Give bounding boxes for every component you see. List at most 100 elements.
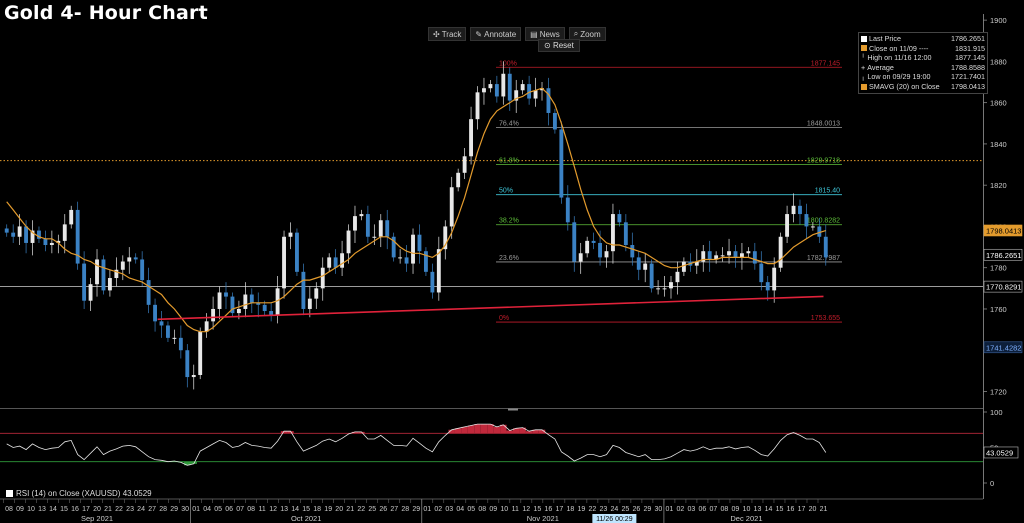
candle-up: [378, 220, 383, 237]
x-day-label: 01: [192, 506, 200, 513]
candle-up: [204, 321, 209, 332]
candle-down: [230, 296, 235, 314]
track-button[interactable]: ✣ Track: [428, 27, 467, 41]
x-day-label: 29: [643, 506, 651, 513]
x-day-label: 07: [236, 506, 244, 513]
x-day-label: 06: [225, 506, 233, 513]
candle-down: [572, 222, 577, 262]
rsi-value-tag: [983, 446, 1019, 459]
candle-up: [191, 374, 196, 378]
candle-up: [701, 251, 706, 262]
sma-line: [6, 87, 826, 333]
x-day-label: 02: [677, 506, 685, 513]
x-day-label: 23: [599, 506, 607, 513]
candle-down: [365, 214, 370, 237]
candle-down: [546, 88, 551, 113]
price-tag: [983, 341, 1023, 354]
plus-icon: +: [861, 62, 866, 72]
x-day-label: 18: [313, 506, 321, 513]
candle-up: [656, 288, 661, 290]
candle-up: [307, 298, 312, 309]
x-day-label: 30: [181, 506, 189, 513]
price-tag-label: 1786.2651: [986, 251, 1021, 260]
x-day-label: 14: [765, 506, 773, 513]
candle-up: [469, 119, 474, 157]
annotate-button[interactable]: ✎ Annotate: [470, 27, 522, 41]
x-day-label: 25: [368, 506, 376, 513]
candle-up: [95, 259, 99, 285]
candle-up: [720, 255, 725, 257]
candle-down: [159, 321, 164, 326]
chart-toolbar: ✣ Track ✎ Annotate ▤ News ⌕ Zoom: [428, 27, 606, 41]
candle-up: [449, 187, 454, 227]
fib-value-label: 1829.9718: [807, 158, 840, 165]
fib-pct-label: 0%: [499, 315, 509, 322]
x-day-label: 04: [456, 506, 464, 513]
candle-up: [772, 267, 777, 291]
candle-up: [411, 234, 415, 264]
candle-up: [120, 261, 125, 270]
candle-up: [211, 308, 216, 322]
candle-up: [107, 278, 112, 291]
candle-down: [178, 337, 183, 351]
candle-down: [565, 197, 570, 223]
candle-up: [217, 292, 222, 309]
x-day-label: 27: [390, 506, 398, 513]
candle-up: [56, 240, 61, 243]
candle-up: [694, 261, 699, 266]
reset-button[interactable]: ⊙ Reset: [538, 39, 580, 52]
x-day-label: 09: [16, 506, 24, 513]
x-month-label: Oct 2021: [291, 514, 321, 523]
rsi-label: RSI (14) on Close (XAUUSD) 43.0529: [6, 489, 152, 498]
x-day-label: 13: [280, 506, 288, 513]
candle-up: [514, 90, 519, 101]
candle-down: [823, 236, 828, 258]
candle-down: [43, 238, 48, 246]
x-day-label: 05: [214, 506, 222, 513]
y-tick-label: 1820: [990, 181, 1007, 190]
candle-up: [172, 337, 177, 339]
magnifier-icon: ⌕: [573, 29, 579, 38]
x-day-label: 07: [710, 506, 718, 513]
candle-down: [333, 257, 338, 268]
candle-down: [4, 228, 9, 233]
candle-up: [327, 257, 332, 268]
x-day-label: 15: [533, 506, 541, 513]
candle-down: [617, 214, 622, 223]
trendline: [157, 295, 824, 321]
candle-up: [643, 263, 648, 270]
cursor-label: 11/26 00:29: [596, 516, 633, 523]
x-day-label: 09: [489, 506, 497, 513]
y-tick-label: 1840: [990, 140, 1007, 149]
candle-down: [623, 222, 628, 246]
legend-average: + Average 1788.8588: [861, 62, 985, 72]
candle-down: [430, 271, 435, 293]
checkbox-icon[interactable]: [6, 490, 13, 497]
x-day-label: 21: [346, 506, 354, 513]
candle-down: [82, 263, 87, 301]
candle-up: [488, 84, 493, 89]
candle-up: [340, 253, 345, 268]
candle-up: [810, 226, 815, 228]
candle-down: [75, 209, 80, 264]
x-day-label: 17: [555, 506, 563, 513]
fib-value-label: 1782.7987: [807, 255, 840, 262]
candle-up: [88, 284, 93, 301]
candle-up: [372, 236, 377, 238]
candle-down: [385, 220, 390, 237]
x-day-label: 14: [49, 506, 57, 513]
x-day-label: 26: [379, 506, 387, 513]
x-day-label: 19: [324, 506, 332, 513]
x-day-label: 08: [478, 506, 486, 513]
x-day-label: 23: [126, 506, 134, 513]
candle-down: [24, 226, 29, 243]
x-day-label: 24: [610, 506, 618, 513]
zoom-button[interactable]: ⌕ Zoom: [568, 27, 606, 41]
chart-title: Gold 4- Hour Chart: [4, 2, 208, 24]
x-month-label: Sep 2021: [81, 514, 113, 523]
candle-up: [727, 251, 731, 256]
candle-down: [140, 259, 145, 281]
x-day-label: 21: [104, 506, 112, 513]
candle-up: [740, 253, 744, 258]
